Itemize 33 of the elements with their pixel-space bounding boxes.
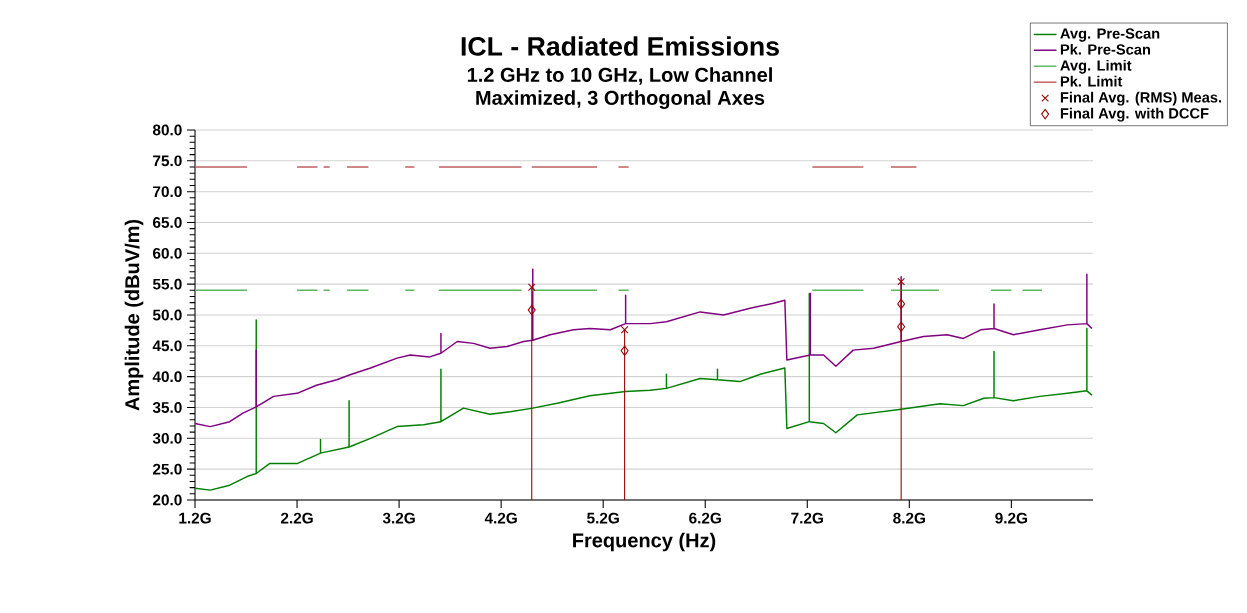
y-tick-label: 75.0 [153, 155, 182, 167]
y-tick-label: 50.0 [152, 309, 182, 321]
y-tick-label: 65.0 [153, 217, 182, 228]
legend-label: Final Avg. (RMS) Meas. [1060, 91, 1222, 106]
x-axis-title: Frequency (Hz) [573, 532, 716, 552]
legend-label: Pk. Limit [1060, 75, 1123, 87]
x-tick-label: 5.2G [587, 512, 619, 524]
text: Maximized, 3 Orthogonal Axes [476, 90, 765, 109]
x-tick-label: 8.2G [893, 512, 925, 524]
y-tick-label: 35.0 [152, 402, 182, 413]
legend-label: Avg. Limit [1060, 59, 1132, 74]
x-tick-label: 2.2G [280, 512, 313, 524]
x-tick-label: 9.2G [995, 512, 1028, 524]
x-tick-label: 3.2G [382, 512, 415, 524]
legend-label: Pk. Pre-Scan [1060, 43, 1151, 55]
y-axis-title: Amplitude (dBuV/m) [124, 219, 144, 411]
x-tick-label: 1.2G [179, 512, 211, 524]
chart-subtitle: 1.2 GHz to 10 GHz, Low Channel [467, 67, 772, 85]
x-tick-label: 7.2G [791, 512, 823, 524]
legend-label: Avg. Pre-Scan [1060, 28, 1160, 42]
y-tick-label: 80.0 [152, 124, 182, 136]
y-tick-label: 30.0 [152, 432, 182, 444]
y-tick-label: 60.0 [153, 247, 182, 259]
chart-title: ICL - Radiated Emissions [461, 36, 779, 56]
legend-label: Final Avg. with DCCF [1060, 107, 1209, 122]
y-tick-label: 45.0 [152, 340, 182, 352]
y-tick-label: 70.0 [153, 186, 182, 198]
y-tick-label: 20.0 [152, 494, 182, 506]
x-tick-label: 6.2G [689, 512, 721, 524]
y-tick-label: 25.0 [152, 463, 182, 475]
y-tick-label: 40.0 [152, 371, 182, 383]
x-tick-label: 4.2G [484, 512, 517, 524]
y-tick-label: 55.0 [152, 278, 182, 290]
